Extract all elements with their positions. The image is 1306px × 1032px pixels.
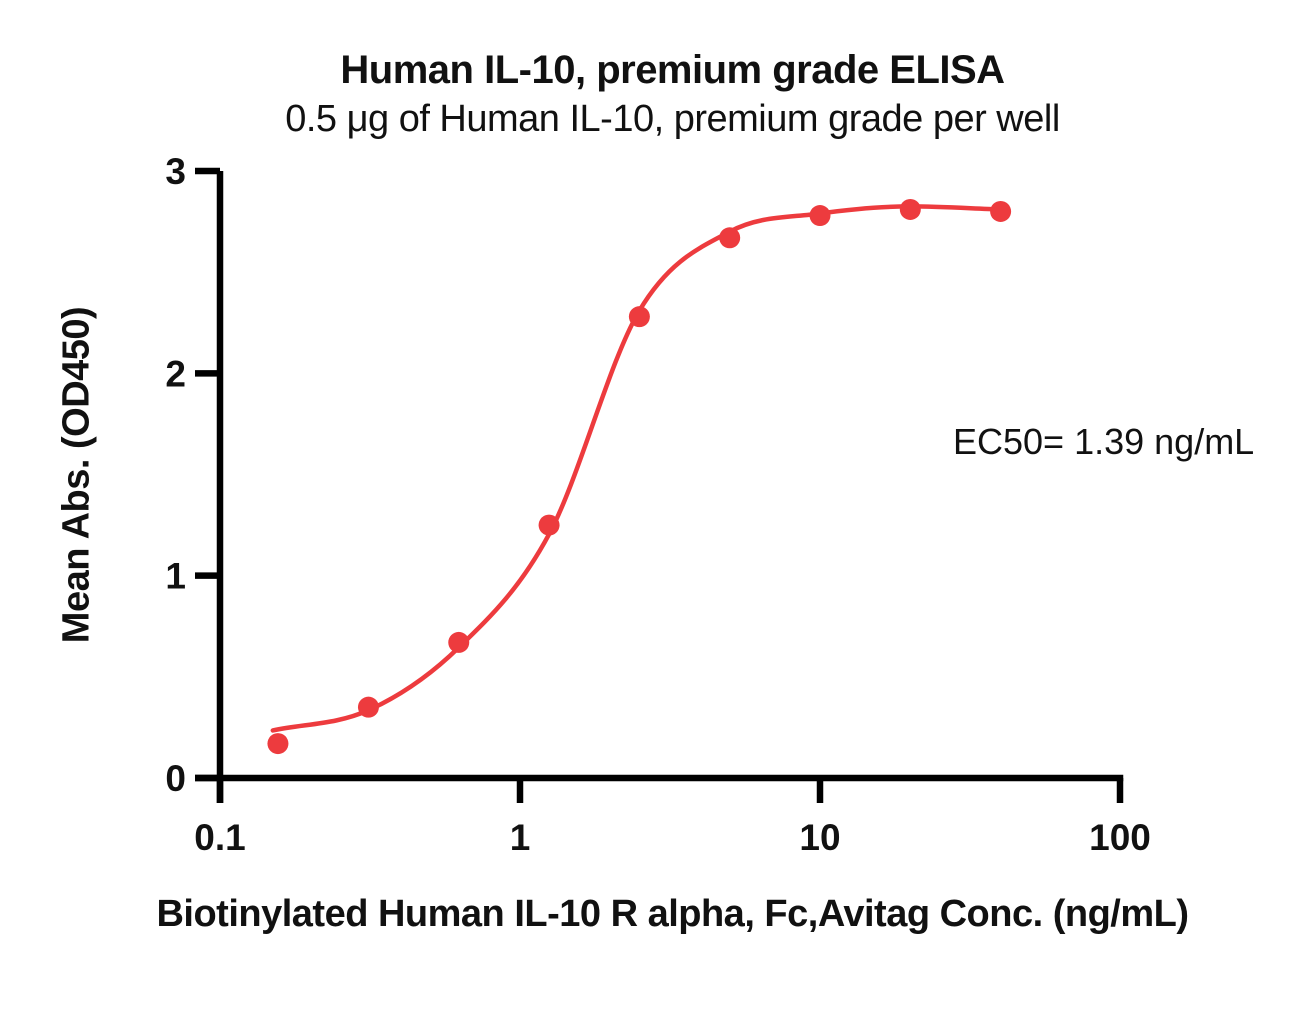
y-tick-label: 1 [165, 556, 186, 597]
data-point [628, 306, 650, 328]
fit-curve [270, 204, 1003, 733]
data-point [448, 631, 470, 653]
data-point [357, 696, 379, 718]
chart-subtitle: 0.5 μg of Human IL-10, premium grade per… [285, 98, 1060, 140]
data-point [719, 227, 741, 249]
x-tick-label: 10 [799, 817, 840, 858]
data-point [538, 514, 560, 536]
y-tick-label: 3 [165, 151, 186, 192]
data-point [267, 733, 289, 755]
ec50-annotation: EC50= 1.39 ng/mL [953, 421, 1255, 462]
x-tick-label: 1 [510, 817, 531, 858]
x-axis-label: Biotinylated Human IL-10 R alpha, Fc,Avi… [156, 893, 1189, 935]
chart-title: Human IL-10, premium grade ELISA [340, 48, 1005, 92]
data-point [990, 200, 1012, 222]
x-tick-label: 0.1 [194, 817, 245, 858]
data-point [899, 198, 921, 220]
y-tick-label: 2 [165, 353, 186, 394]
y-tick-label: 0 [165, 758, 186, 799]
data-point [809, 205, 831, 227]
x-tick-label: 100 [1089, 817, 1151, 858]
